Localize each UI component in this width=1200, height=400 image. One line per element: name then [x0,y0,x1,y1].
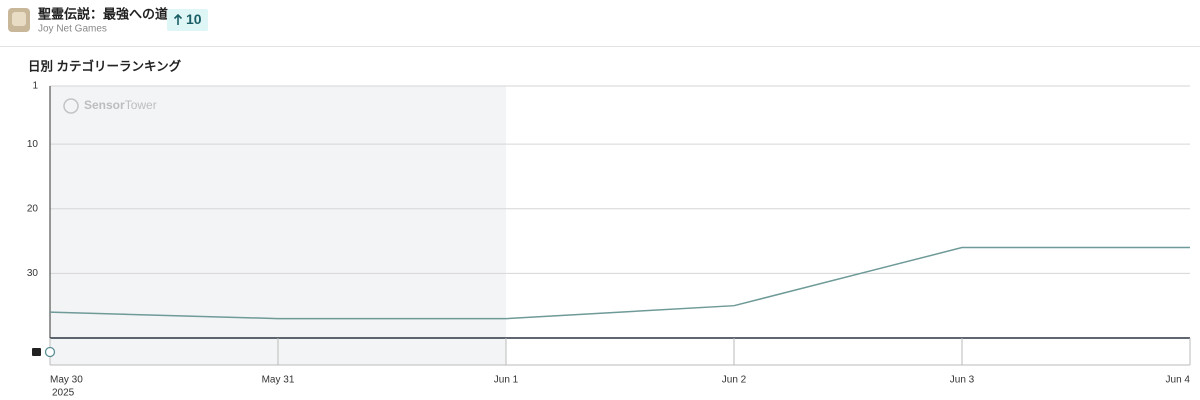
rank-change: 10 [186,11,202,27]
chart: 1 10 20 30 May 30 May 31 Jun 1 Jun 2 Jun 3 Jun 4 2… [27,81,1191,399]
x-tick-label: May 31 [262,375,295,386]
y-tick-label: 20 [27,203,39,214]
x-tick-label: Jun 3 [950,375,975,386]
app-name[interactable]: 聖霊伝説：最強への道 [38,6,168,21]
x-tick-label: Jun 1 [494,375,519,386]
rank-line [49,246,1190,320]
rank-badge [167,9,208,31]
event-icon[interactable] [44,346,56,358]
annotation-icon[interactable] [32,348,41,356]
chart-title: 日別 カテゴリーランキング [28,58,182,73]
up-arrow [173,13,183,25]
y-tick-label: 1 [32,81,38,92]
publisher: Joy Net Games [38,24,107,35]
shaded-range [50,86,506,365]
year-label: 2025 [52,388,75,399]
x-tick-label: Jun 2 [722,375,747,386]
y-tick-label: 30 [27,268,39,279]
x-tick-label: Jun 4 [1166,375,1191,386]
app-icon-detail [12,12,26,26]
watermark-logo [63,98,79,114]
y-tick-label: 10 [27,139,39,150]
x-tick-label: May 30 [50,375,83,386]
watermark: SensorTower [84,98,157,112]
